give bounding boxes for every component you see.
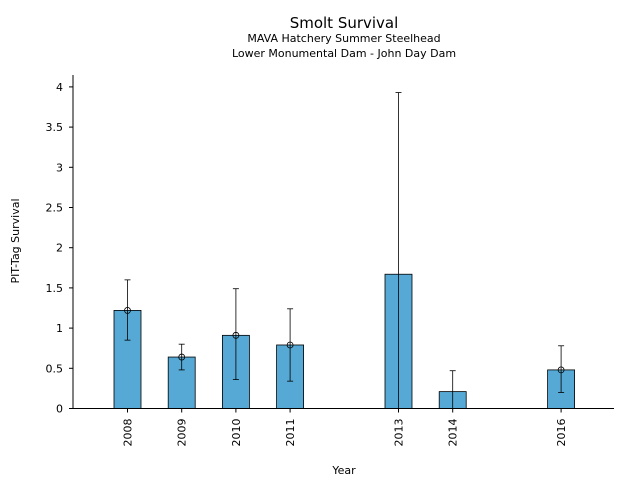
x-tick-label: 2010 [230,419,243,447]
y-tick-label: 3.5 [46,121,64,134]
y-tick-label: 0 [56,403,63,416]
chart-title: Smolt Survival [290,14,399,32]
y-tick-label: 3 [56,161,63,174]
y-tick-label: 2 [56,242,63,255]
point-marker-2009 [178,353,186,361]
x-tick-label: 2016 [555,419,568,447]
point-marker-2010 [232,331,240,339]
x-tick-label: 2013 [393,419,406,447]
x-axis-label: Year [331,464,356,477]
chart-subtitle-line-2: Lower Monumental Dam - John Day Dam [232,47,456,60]
point-marker-2008 [124,307,131,314]
x-tick-label: 2009 [176,419,189,447]
y-tick-label: 1.5 [46,282,64,295]
y-tick-label: 0.5 [46,362,64,375]
chart-subtitle-line-1: MAVA Hatchery Summer Steelhead [247,32,440,45]
point-marker-2011 [286,341,294,349]
y-axis-label: PIT-Tag Survival [9,198,22,283]
y-tick-label: 4 [56,81,63,94]
x-tick-label: 2014 [447,419,460,447]
point-marker-2016 [557,366,565,374]
x-tick-label: 2011 [284,419,297,447]
y-tick-label: 2.5 [46,202,64,215]
y-tick-label: 1 [56,322,63,335]
plot-area [113,92,575,409]
x-tick-label: 2008 [122,419,135,447]
